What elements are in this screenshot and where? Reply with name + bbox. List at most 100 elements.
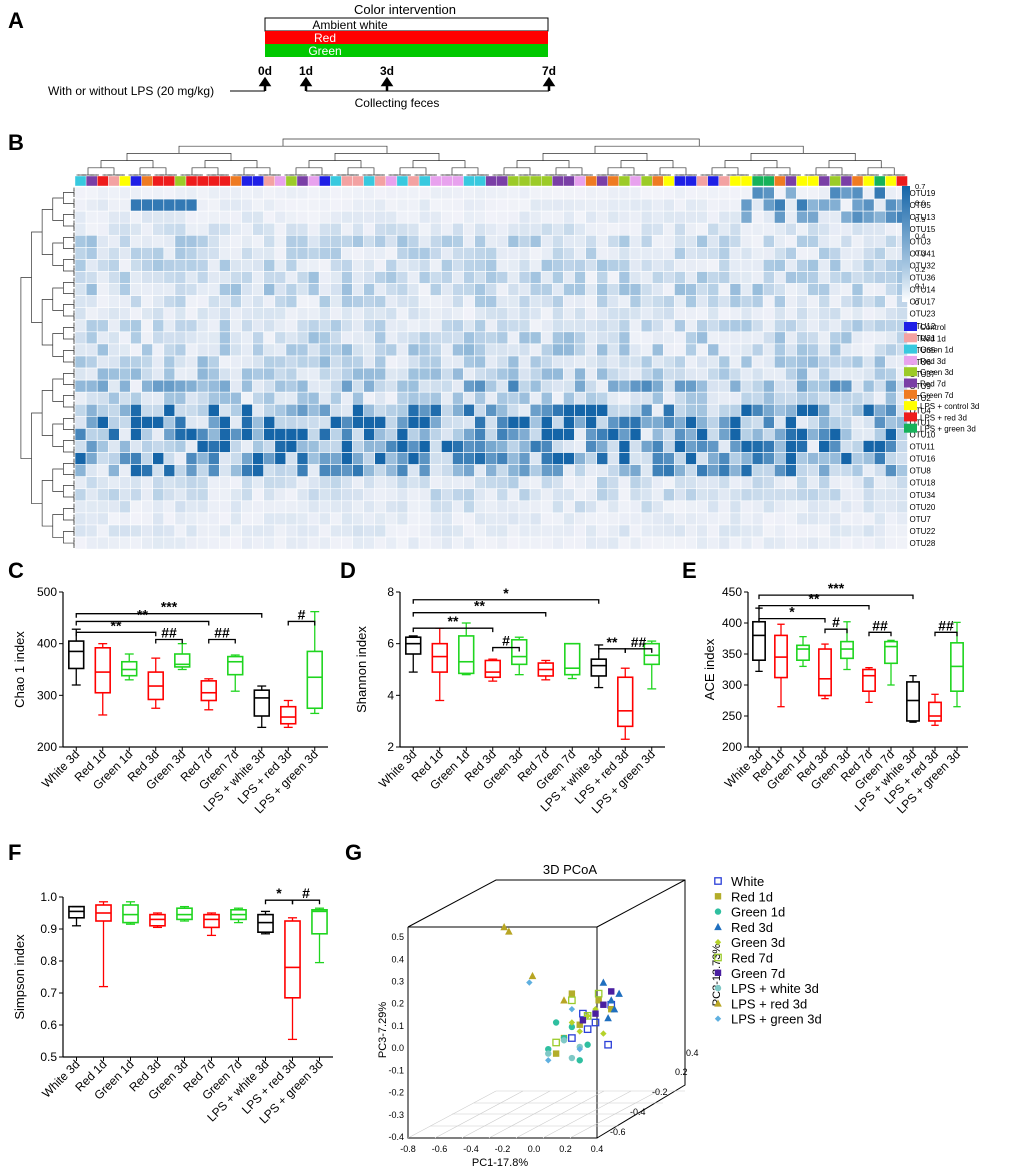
heat-cell	[440, 259, 453, 272]
heat-cell	[507, 210, 520, 224]
heat-cell	[851, 452, 864, 465]
significance-bracket	[412, 627, 494, 633]
heat-cell	[230, 403, 242, 417]
heat-cell	[307, 331, 320, 345]
heat-cell	[540, 464, 553, 477]
significance-bracket	[291, 899, 321, 905]
heat-cell	[85, 343, 98, 357]
annotation-cell	[596, 175, 609, 187]
heat-cell	[119, 512, 131, 526]
heat-cell	[440, 343, 453, 357]
heat-cell	[285, 307, 298, 321]
heat-cell	[429, 403, 442, 417]
heat-cell	[507, 331, 520, 345]
heat-cell	[108, 367, 120, 381]
heat-cell	[96, 452, 109, 465]
heat-cell	[518, 476, 531, 490]
heat-cell	[363, 210, 376, 224]
pcoa-points	[500, 923, 623, 1064]
heat-cell	[685, 247, 697, 260]
heat-cell	[96, 259, 109, 272]
box	[306, 650, 323, 710]
column-dendrogram-branch	[711, 167, 739, 175]
heat-cell	[796, 440, 808, 453]
heat-cell	[196, 331, 209, 345]
heat-cell	[596, 186, 609, 200]
annotation-cell	[652, 175, 664, 187]
legend-swatch	[904, 367, 917, 377]
heat-cell	[507, 343, 520, 357]
pcoa-z-tick: 0.4	[686, 1048, 699, 1058]
heat-cell	[840, 524, 853, 538]
heat-cell	[540, 403, 553, 417]
pcoa-point	[584, 1041, 591, 1048]
heat-cell	[374, 536, 387, 550]
heat-cell	[296, 440, 309, 453]
heat-cell	[252, 440, 265, 453]
legend-label: LPS + green 3d	[920, 425, 976, 434]
heat-cell	[862, 403, 875, 417]
heat-cell	[285, 259, 298, 272]
pcoa-point	[568, 1005, 576, 1013]
heat-cell	[507, 500, 520, 514]
heat-cell	[485, 234, 498, 248]
significance-label: *	[789, 604, 795, 620]
heat-cell	[130, 512, 142, 526]
color-scale-ticks: 0.70.60.50.40.30.20.10	[915, 182, 925, 307]
heat-cell	[796, 488, 808, 502]
otu-label: OTU23	[910, 310, 936, 319]
heat-cell	[407, 416, 420, 429]
heat-cell	[829, 247, 842, 260]
heat-cell	[651, 222, 664, 236]
heat-cell	[329, 222, 342, 236]
heat-cell	[108, 283, 120, 296]
heat-cell	[729, 271, 742, 284]
heat-cell	[796, 186, 808, 200]
heat-cell	[607, 295, 620, 309]
heat-cell	[219, 524, 231, 538]
heat-cell	[96, 247, 109, 260]
annotation-cell	[541, 175, 553, 187]
heat-cell	[296, 403, 309, 417]
heat-cell	[596, 247, 609, 260]
heat-cell	[396, 247, 409, 260]
heat-cell	[85, 331, 98, 345]
heat-cell	[851, 428, 864, 441]
heat-cell	[396, 440, 409, 453]
heat-cell	[785, 259, 797, 272]
heat-cell	[141, 416, 154, 429]
heat-cell	[130, 198, 142, 212]
heat-cell	[407, 391, 420, 405]
otu-label: OTU20	[910, 503, 936, 512]
heat-cell	[174, 488, 187, 502]
heat-cell	[418, 440, 431, 453]
heat-cell	[252, 536, 265, 550]
heat-cell	[241, 524, 253, 538]
heat-cell	[896, 476, 908, 490]
heat-cell	[429, 464, 442, 477]
heat-cell	[329, 210, 342, 224]
heat-cell	[840, 391, 853, 405]
heat-cell	[196, 524, 209, 538]
otu-label: OTU4	[910, 406, 932, 415]
heat-cell	[241, 403, 253, 417]
heat-cell	[840, 512, 853, 526]
row-dendrogram-branch	[63, 418, 74, 430]
column-dendrogram-branch	[607, 167, 635, 175]
box	[174, 653, 191, 668]
heat-cell	[629, 367, 642, 381]
heat-cell	[241, 295, 253, 309]
heat-cell	[241, 464, 253, 477]
heat-cell	[185, 440, 198, 453]
heat-cell	[807, 524, 819, 538]
annotation-cell	[163, 175, 176, 187]
heat-cell	[551, 488, 564, 502]
heat-cell	[740, 295, 753, 309]
legend-marker	[714, 908, 722, 915]
otu-label: OTU9	[910, 382, 932, 391]
heat-cell	[374, 464, 387, 477]
heat-cell	[463, 500, 475, 514]
pcoa-point	[568, 1019, 576, 1026]
annotation-cell	[452, 175, 464, 187]
heat-cell	[385, 222, 398, 236]
